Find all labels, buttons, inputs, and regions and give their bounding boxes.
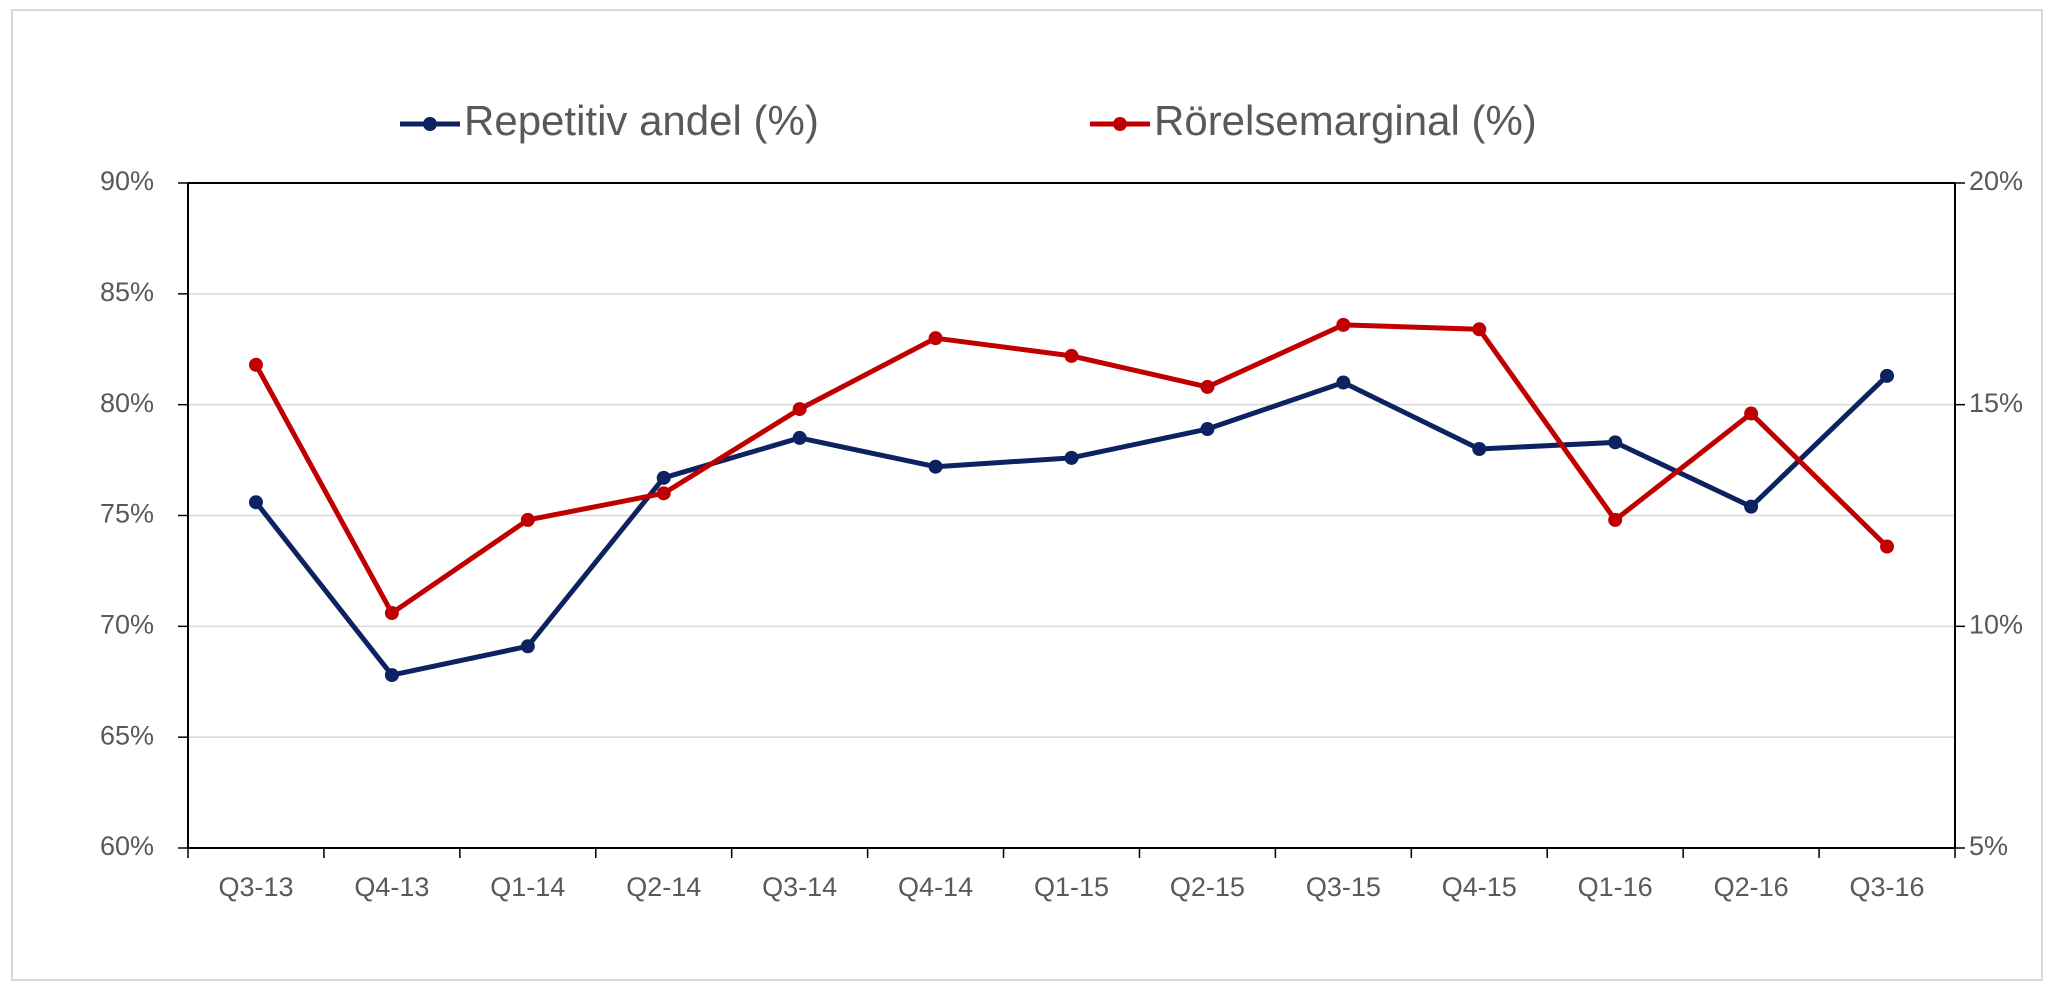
legend-marker [1113, 117, 1127, 131]
data-point [792, 430, 807, 445]
y2-tick-label: 5% [1969, 831, 2008, 861]
y-tick-label: 75% [100, 499, 154, 529]
y-tick-label: 60% [100, 831, 154, 861]
y-tick-label: 90% [100, 166, 154, 196]
data-point [1744, 406, 1759, 421]
x-tick-label: Q3-13 [218, 872, 293, 902]
data-point [1336, 375, 1351, 390]
x-tick-label: Q4-15 [1442, 872, 1517, 902]
legend-label: Repetitiv andel (%) [464, 97, 819, 144]
data-point [1880, 368, 1895, 383]
data-point [248, 495, 263, 510]
x-tick-label: Q4-14 [898, 872, 973, 902]
data-point [1472, 322, 1487, 337]
x-tick-label: Q2-15 [1170, 872, 1245, 902]
series-line [253, 374, 1889, 678]
data-point [1064, 450, 1079, 465]
data-point [1608, 435, 1623, 450]
y-tick-label: 85% [100, 277, 154, 307]
y2-tick-label: 20% [1969, 166, 2023, 196]
x-tick-label: Q2-16 [1714, 872, 1789, 902]
data-point [928, 331, 943, 346]
data-point [1200, 379, 1215, 394]
y-tick-label: 65% [100, 720, 154, 750]
x-tick-label: Q1-14 [490, 872, 565, 902]
x-tick-label: Q1-15 [1034, 872, 1109, 902]
legend-label: Rörelsemarginal (%) [1154, 97, 1537, 144]
y-tick-label: 70% [100, 609, 154, 639]
data-point [656, 486, 671, 501]
x-tick-label: Q1-16 [1578, 872, 1653, 902]
data-point [792, 402, 807, 417]
legend-marker [423, 117, 437, 131]
data-point [1336, 317, 1351, 332]
y-tick-label: 80% [100, 388, 154, 418]
x-tick-label: Q3-14 [762, 872, 837, 902]
series-line [253, 322, 1889, 616]
data-point [928, 459, 943, 474]
y2-tick-label: 10% [1969, 609, 2023, 639]
data-point [384, 606, 399, 621]
data-point [1200, 422, 1215, 437]
data-point [1064, 348, 1079, 363]
data-point [520, 512, 535, 527]
data-point [520, 639, 535, 654]
x-tick-label: Q3-15 [1306, 872, 1381, 902]
data-point [248, 357, 263, 372]
data-point [1744, 499, 1759, 514]
data-point [384, 668, 399, 683]
x-tick-label: Q3-16 [1850, 872, 1925, 902]
y2-tick-label: 15% [1969, 388, 2023, 418]
data-point [656, 470, 671, 485]
x-tick-label: Q4-13 [354, 872, 429, 902]
chart-border [11, 9, 2043, 981]
data-point [1880, 539, 1895, 554]
data-point [1608, 512, 1623, 527]
x-tick-label: Q2-14 [626, 872, 701, 902]
data-point [1472, 442, 1487, 456]
